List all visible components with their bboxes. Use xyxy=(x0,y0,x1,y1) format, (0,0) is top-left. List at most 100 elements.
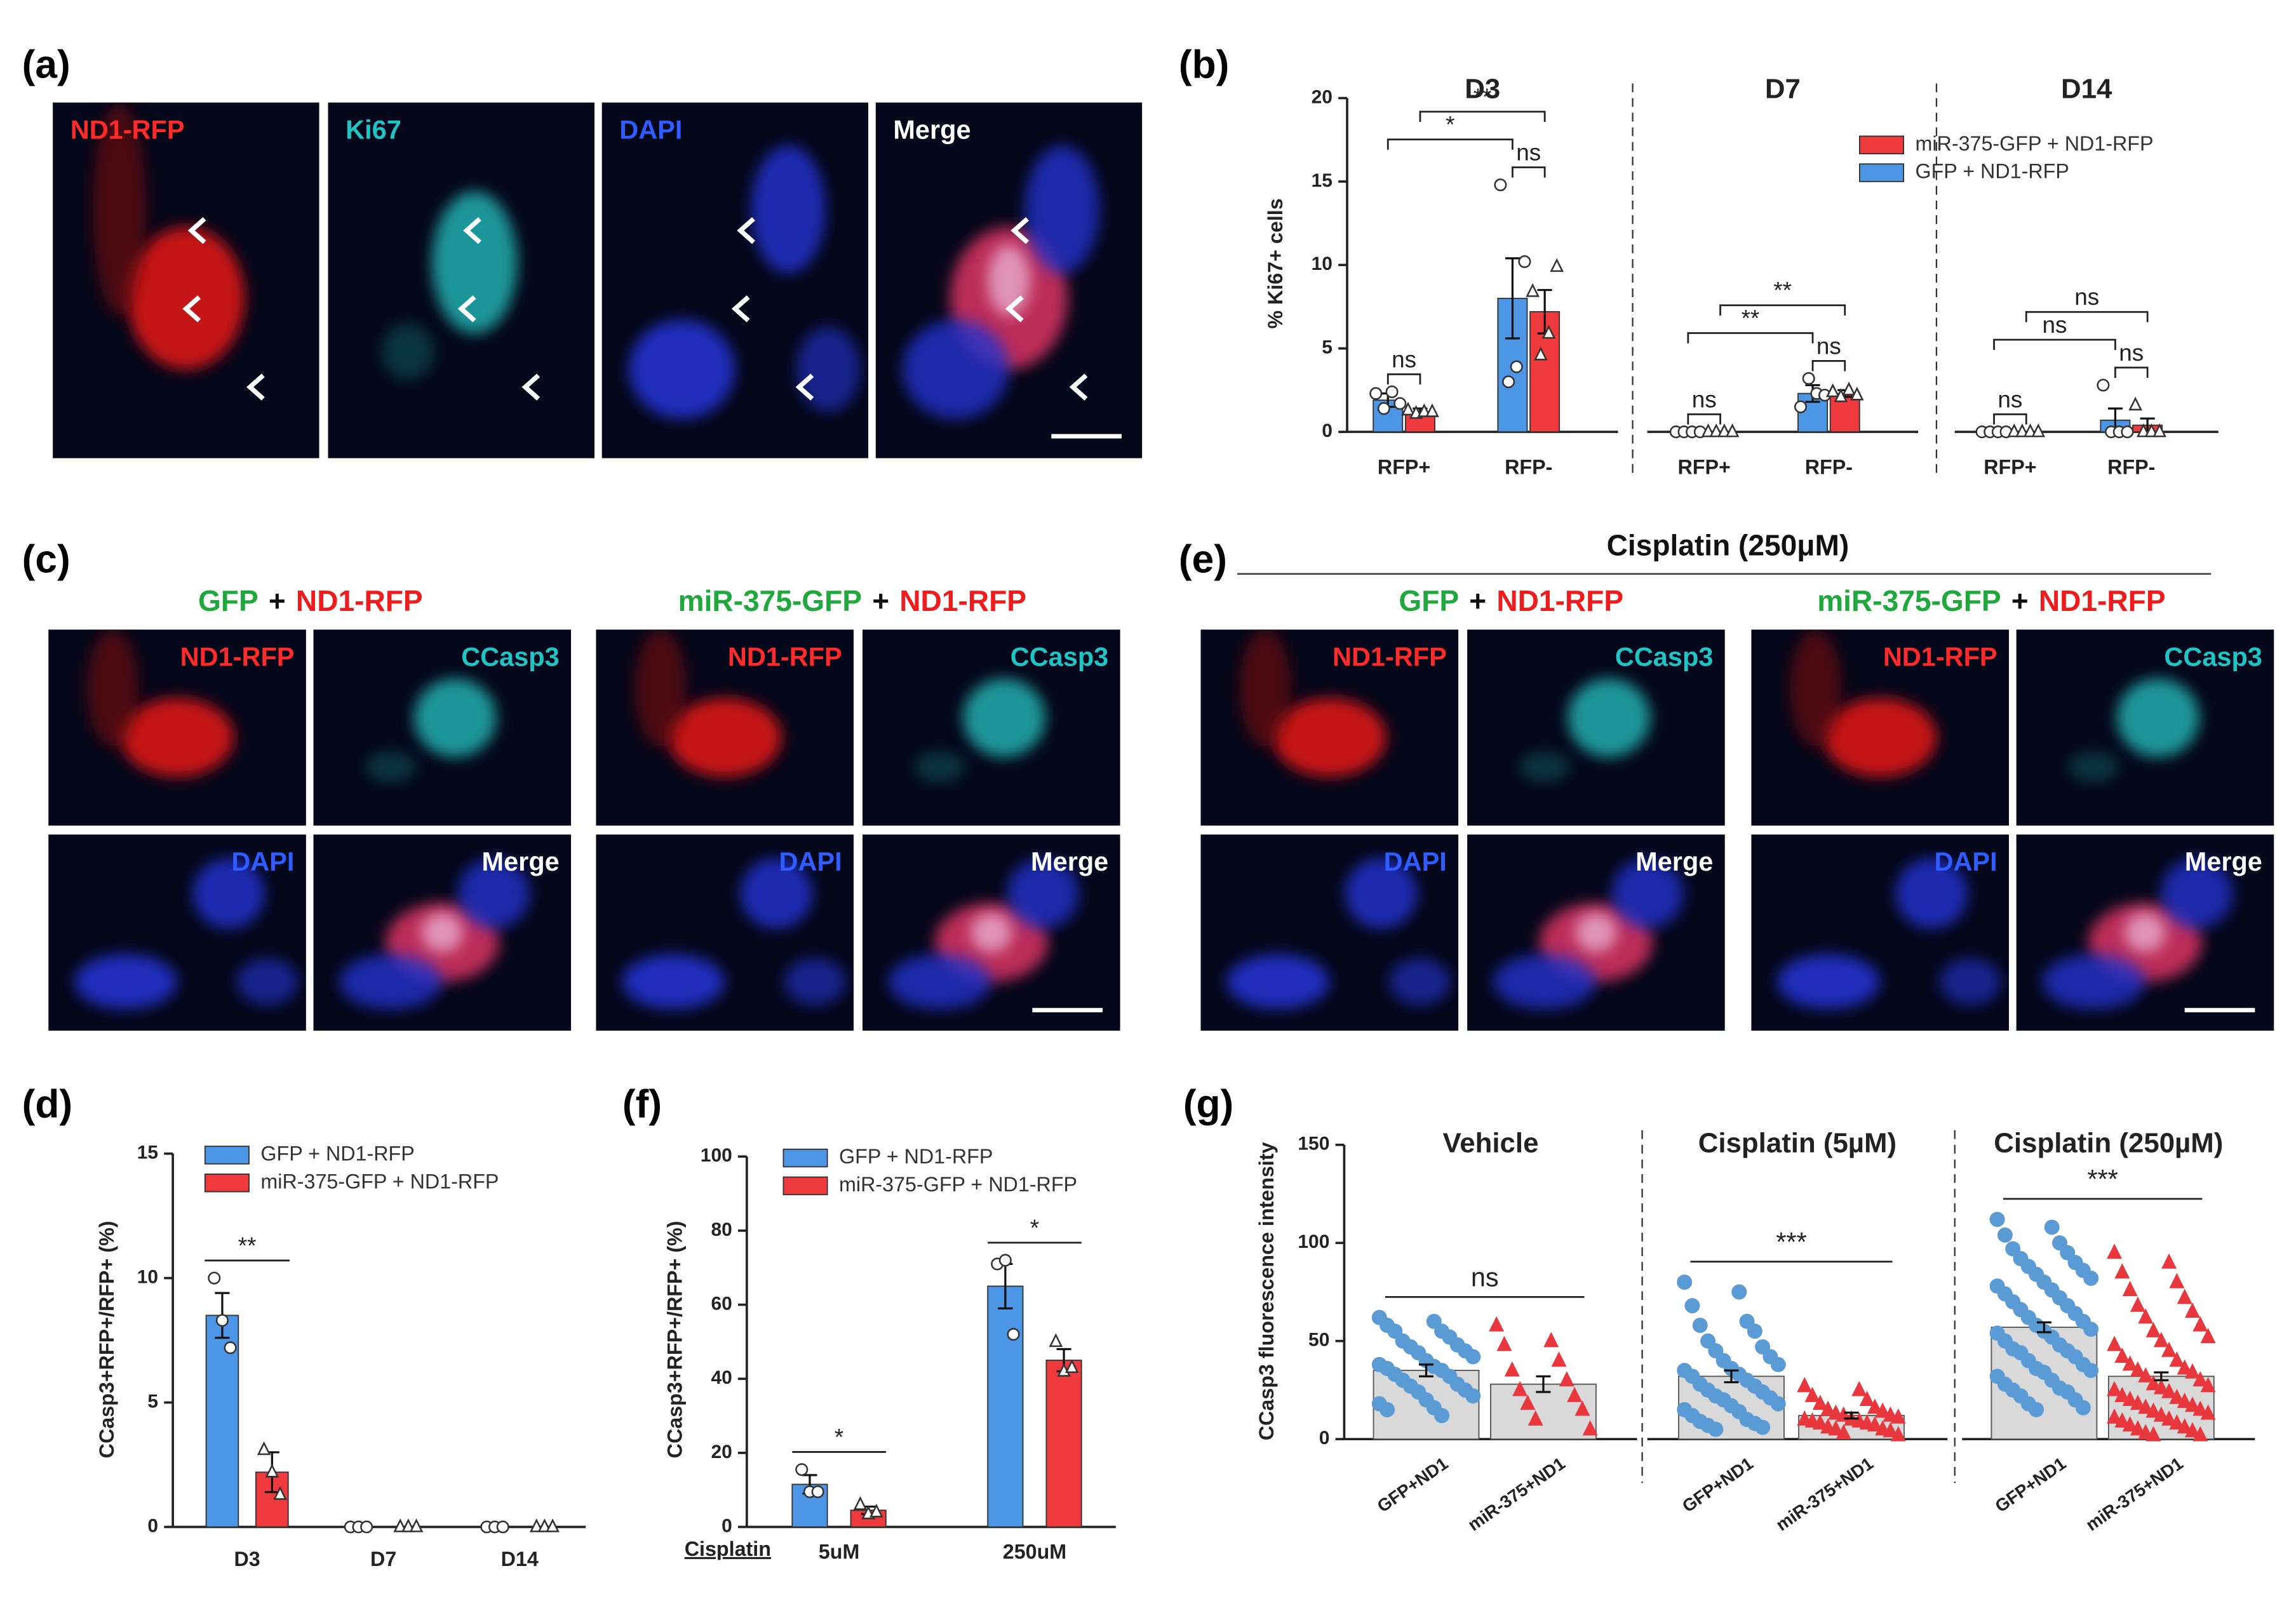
data-point xyxy=(1717,423,1731,438)
data-point xyxy=(1512,1381,1528,1396)
data-point xyxy=(1496,1335,1512,1351)
data-point xyxy=(360,1520,373,1534)
significance-label: ns xyxy=(1692,386,1717,412)
heading-part: ND1-RFP xyxy=(2039,584,2166,617)
channel-label: DAPI xyxy=(619,114,682,144)
arrowhead xyxy=(737,217,755,244)
channel-label: Ki67 xyxy=(346,114,401,144)
y-tick-label: 0 xyxy=(147,1515,158,1536)
cell xyxy=(192,858,265,929)
heading-part: ND1-RFP xyxy=(1496,584,1623,617)
significance-label: ns xyxy=(2043,312,2067,338)
channel-label: CCasp3 xyxy=(2164,641,2262,671)
channel-label: ND1-RFP xyxy=(728,641,842,671)
micrograph: Ki67 xyxy=(328,102,595,458)
data-point xyxy=(2138,1308,2154,1324)
x-tick-label: GFP+ND1 xyxy=(1679,1454,1757,1516)
x-tick-label: RFP+ xyxy=(1378,455,1430,478)
data-point xyxy=(1828,1420,1844,1436)
micrograph: Merge xyxy=(313,834,572,1031)
micrograph: CCasp3 xyxy=(2016,629,2274,826)
cell xyxy=(1611,858,1684,929)
data-point xyxy=(401,1518,415,1532)
x-tick-label: RFP+ xyxy=(1984,455,2036,478)
cell xyxy=(120,698,234,777)
bar xyxy=(987,1285,1024,1528)
legend-label: GFP + ND1-RFP xyxy=(1916,160,2069,183)
cell xyxy=(1345,858,1418,929)
data-point xyxy=(1859,1391,1875,1406)
x-tick-label: D7 xyxy=(370,1548,396,1570)
data-point xyxy=(1804,1386,1820,1402)
data-point xyxy=(1677,1275,1693,1290)
significance-bracket xyxy=(1719,304,1846,316)
data-point xyxy=(1049,1333,1063,1348)
cell xyxy=(236,958,299,1005)
heading-part: + xyxy=(2011,584,2029,617)
cell xyxy=(2125,913,2166,953)
data-point xyxy=(1890,1408,1906,1424)
arrowhead xyxy=(731,295,750,323)
data-point xyxy=(1541,325,1556,339)
cell xyxy=(1776,954,1881,1010)
data-point xyxy=(2161,1341,2177,1357)
cell xyxy=(457,858,530,929)
data-point xyxy=(1494,178,1507,192)
x-tick-label: GFP+ND1 xyxy=(1991,1454,2069,1516)
channel-label: ND1-RFP xyxy=(180,641,295,671)
data-point xyxy=(2122,1281,2138,1296)
cell xyxy=(1226,954,1330,1010)
data-point xyxy=(265,1463,279,1478)
data-point xyxy=(2145,1322,2161,1337)
significance-bracket xyxy=(2025,311,2149,323)
data-point xyxy=(2122,1355,2138,1371)
data-point xyxy=(2161,1253,2177,1269)
arrowhead xyxy=(521,373,540,401)
heading-part: + xyxy=(872,584,889,617)
x-tick-label: D3 xyxy=(234,1548,260,1570)
cell xyxy=(2042,954,2145,1010)
micrograph: DAPI xyxy=(1200,834,1459,1031)
data-point xyxy=(2177,1359,2192,1375)
cell xyxy=(970,913,1012,953)
micrograph: Merge xyxy=(1467,834,1725,1031)
data-point xyxy=(2130,1361,2145,1377)
y-tick-label: 100 xyxy=(1298,1231,1329,1252)
data-point xyxy=(2169,1414,2185,1430)
data-point xyxy=(257,1441,271,1455)
data-point xyxy=(2107,1408,2123,1424)
significance-bracket xyxy=(1811,359,1846,371)
legend-label: GFP + ND1-RFP xyxy=(260,1142,414,1165)
cell xyxy=(987,244,1031,316)
heading-part: miR-375-GFP xyxy=(678,584,862,617)
data-point xyxy=(1527,1410,1543,1426)
cell xyxy=(2160,858,2233,929)
data-point xyxy=(2192,1316,2208,1332)
cell xyxy=(74,954,178,1010)
cell xyxy=(1007,858,1079,929)
data-point xyxy=(1820,1400,1836,1416)
panel-letter: (a) xyxy=(22,43,70,86)
data-point xyxy=(1825,383,1840,398)
micrograph: ND1-RFP xyxy=(1751,629,2010,826)
significance-label: *** xyxy=(1776,1227,1806,1257)
data-point xyxy=(1812,1414,1828,1430)
data-point xyxy=(2200,1377,2216,1393)
data-point xyxy=(2114,1348,2130,1363)
cell xyxy=(1239,629,1291,747)
arrowhead xyxy=(795,373,814,401)
arrowhead xyxy=(463,217,481,244)
heading-part: GFP xyxy=(1399,584,1459,617)
y-tick-label: 100 xyxy=(701,1145,732,1166)
data-point xyxy=(1842,382,1856,396)
legend-swatch xyxy=(204,1173,250,1193)
arrowhead xyxy=(1010,217,1030,244)
data-point xyxy=(2044,1219,2060,1235)
data-point xyxy=(224,1341,237,1355)
data-point xyxy=(2185,1422,2200,1438)
micrograph: DAPI xyxy=(601,102,869,458)
data-point xyxy=(2130,1395,2145,1410)
cell xyxy=(628,319,735,419)
y-tick-label: 15 xyxy=(1312,170,1333,191)
